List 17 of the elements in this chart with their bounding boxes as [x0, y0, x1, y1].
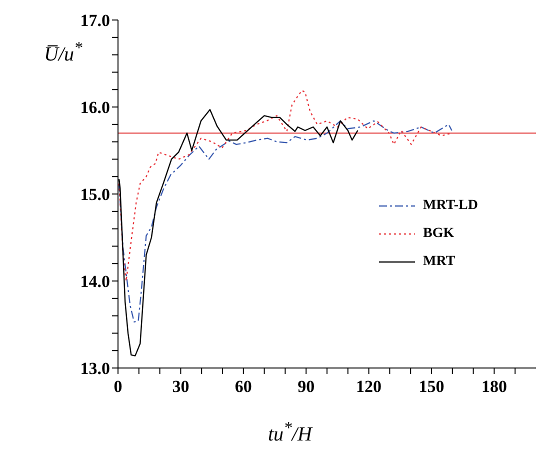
- y-tick-label: 17.0: [80, 11, 110, 30]
- x-tick-label: 180: [481, 377, 507, 396]
- x-tick-label: 120: [356, 377, 382, 396]
- x-tick-label: 90: [298, 377, 315, 396]
- y-tick-label: 15.0: [80, 185, 110, 204]
- x-tick-label: 150: [418, 377, 444, 396]
- y-tick-label: 16.0: [80, 98, 110, 117]
- y-axis-title: U̅/u$^{*}$: [44, 38, 82, 67]
- y-tick-label: 14.0: [80, 272, 110, 291]
- x-tick-label: 60: [234, 377, 252, 396]
- legend-label: MRT-LD: [423, 198, 478, 214]
- x-axis-title: tu$^{*}$/H: [268, 418, 312, 447]
- x-tick-label: 0: [114, 377, 122, 396]
- legend-label: MRT: [423, 254, 456, 270]
- y-tick-label: 13.0: [80, 359, 110, 378]
- legend-label: BGK: [423, 226, 454, 242]
- x-tick-label: 30: [172, 377, 190, 396]
